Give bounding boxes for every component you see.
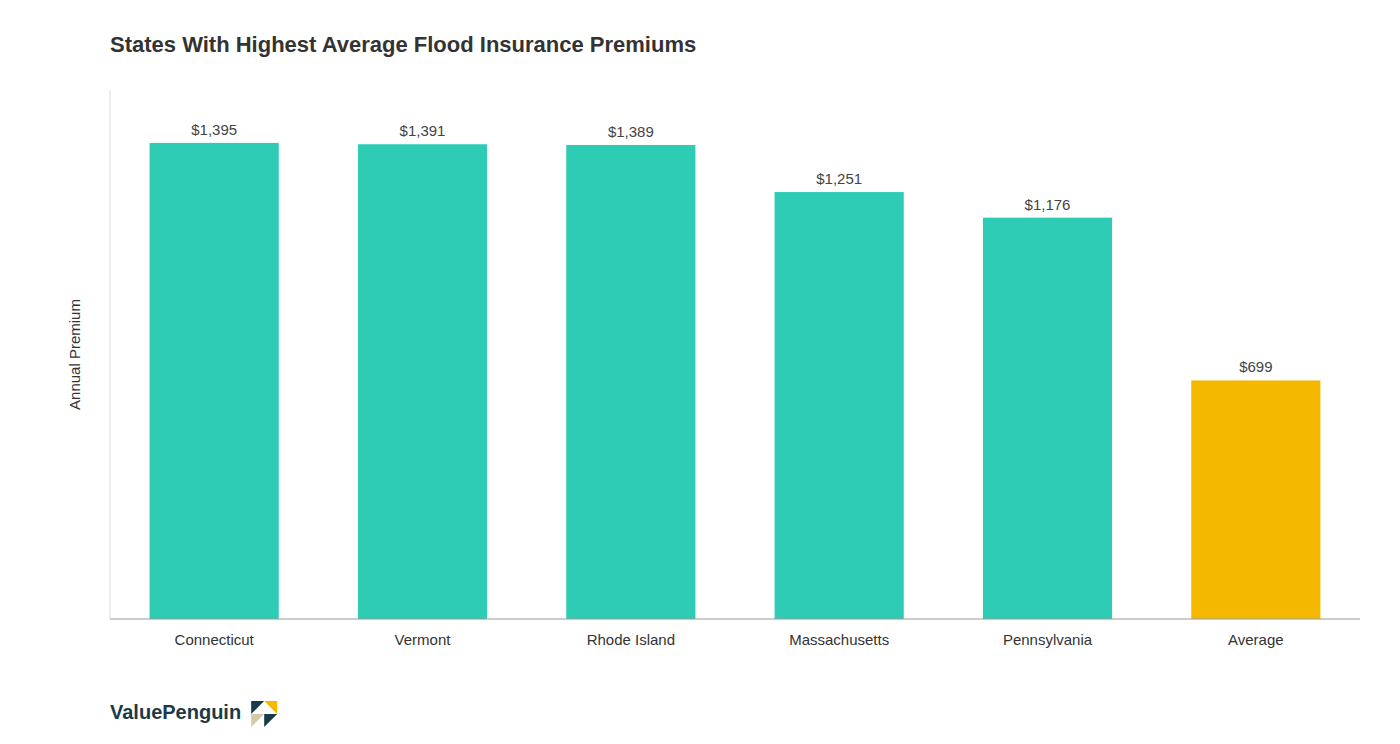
logo-icon-part xyxy=(251,701,264,714)
chart-title: States With Highest Average Flood Insura… xyxy=(110,32,696,57)
bar xyxy=(983,218,1112,619)
x-tick-label: Connecticut xyxy=(175,631,255,648)
logo-icon xyxy=(251,701,277,727)
data-label: $1,395 xyxy=(191,121,237,138)
bars xyxy=(150,143,1321,619)
chart-container: States With Highest Average Flood Insura… xyxy=(0,0,1400,744)
x-tick-label: Massachusetts xyxy=(789,631,889,648)
data-label: $1,391 xyxy=(400,122,446,139)
y-axis-label: Annual Premium xyxy=(66,299,83,410)
data-label: $1,251 xyxy=(816,170,862,187)
chart-svg: States With Highest Average Flood Insura… xyxy=(0,0,1400,744)
bar xyxy=(150,143,279,619)
data-label: $1,389 xyxy=(608,123,654,140)
y-axis-line xyxy=(110,90,111,619)
x-tick-label: Pennsylvania xyxy=(1003,631,1093,648)
bar xyxy=(566,145,695,619)
bar xyxy=(358,144,487,619)
bar xyxy=(775,192,904,619)
data-label: $699 xyxy=(1239,358,1272,375)
logo-icon-part xyxy=(251,714,264,727)
x-tick-label: Rhode Island xyxy=(587,631,675,648)
logo-icon-part xyxy=(264,701,277,714)
x-tick-label: Vermont xyxy=(395,631,452,648)
bar xyxy=(1191,380,1320,619)
logo-text: ValuePenguin xyxy=(110,701,241,723)
logo-icon-part xyxy=(264,714,277,727)
x-tick-label: Average xyxy=(1228,631,1284,648)
x-axis-line xyxy=(110,619,1360,620)
data-label: $1,176 xyxy=(1025,196,1071,213)
